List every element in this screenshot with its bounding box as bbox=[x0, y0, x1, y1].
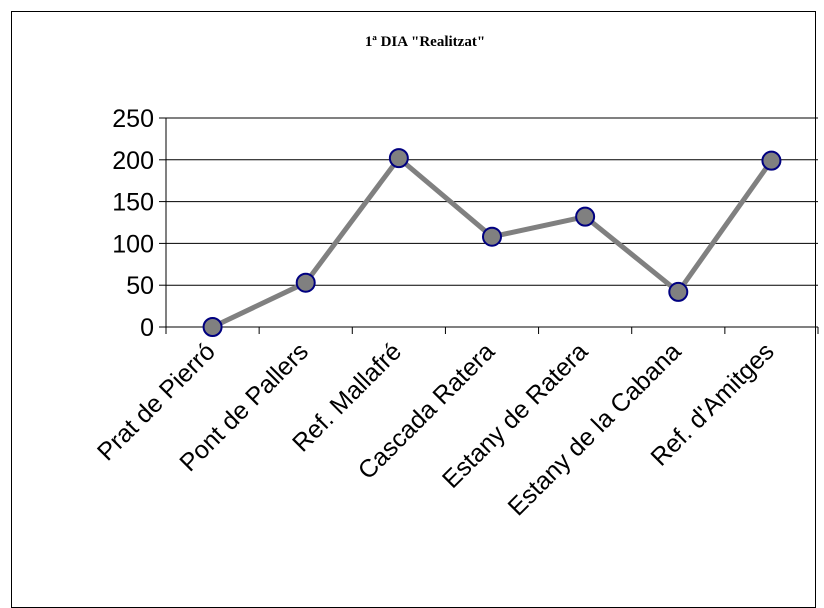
y-tick-label: 0 bbox=[140, 314, 154, 342]
axis-layer bbox=[159, 117, 819, 334]
chart-title: 1ª DIA "Realitzat" bbox=[365, 34, 485, 50]
chart-frame bbox=[11, 11, 816, 608]
y-tick-label: 200 bbox=[112, 147, 154, 175]
data-point bbox=[295, 272, 316, 293]
y-tick-label: 150 bbox=[112, 189, 154, 217]
grid-layer bbox=[166, 117, 818, 286]
data-point bbox=[202, 317, 223, 337]
series-layer bbox=[202, 148, 782, 337]
data-point bbox=[761, 150, 782, 171]
data-point bbox=[668, 281, 689, 302]
data-point bbox=[575, 206, 596, 227]
data-point bbox=[388, 148, 409, 169]
x-tick-label: Estany de la Cabana bbox=[503, 337, 687, 521]
y-tick-label: 250 bbox=[112, 105, 154, 133]
data-point bbox=[482, 226, 502, 247]
y-tick-label: 100 bbox=[112, 230, 154, 258]
y-tick-label: 50 bbox=[126, 272, 154, 300]
